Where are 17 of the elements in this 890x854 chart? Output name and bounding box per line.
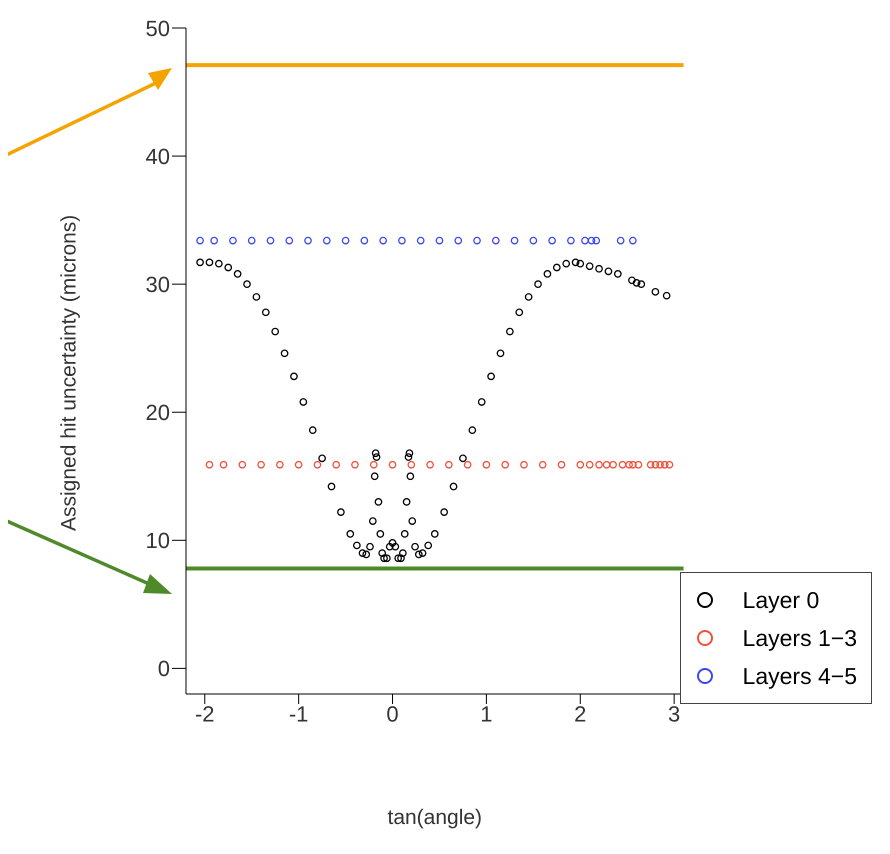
x-tick-label: 2 xyxy=(574,702,586,727)
y-axis-title: Assigned hit uncertainty (microns) xyxy=(57,214,80,531)
y-tick-label: 0 xyxy=(158,656,170,682)
x-tick-label: 3 xyxy=(668,702,680,727)
x-tick-label: 1 xyxy=(480,702,493,727)
legend-label: Layers 4−5 xyxy=(742,662,857,691)
x-tick-label: -2 xyxy=(194,702,215,727)
y-tick-label: 20 xyxy=(146,400,170,426)
y-tick-label: 40 xyxy=(146,144,170,169)
y-tick-label: 30 xyxy=(146,272,170,297)
legend-label: Layers 1−3 xyxy=(742,624,857,653)
x-tick-label: 0 xyxy=(386,702,399,727)
legend-label: Layer 0 xyxy=(742,586,820,615)
x-axis-title: tan(angle) xyxy=(387,806,482,829)
y-tick-label: 50 xyxy=(146,16,170,41)
x-tick-label: -1 xyxy=(288,702,308,727)
y-tick-label: 10 xyxy=(146,528,170,554)
